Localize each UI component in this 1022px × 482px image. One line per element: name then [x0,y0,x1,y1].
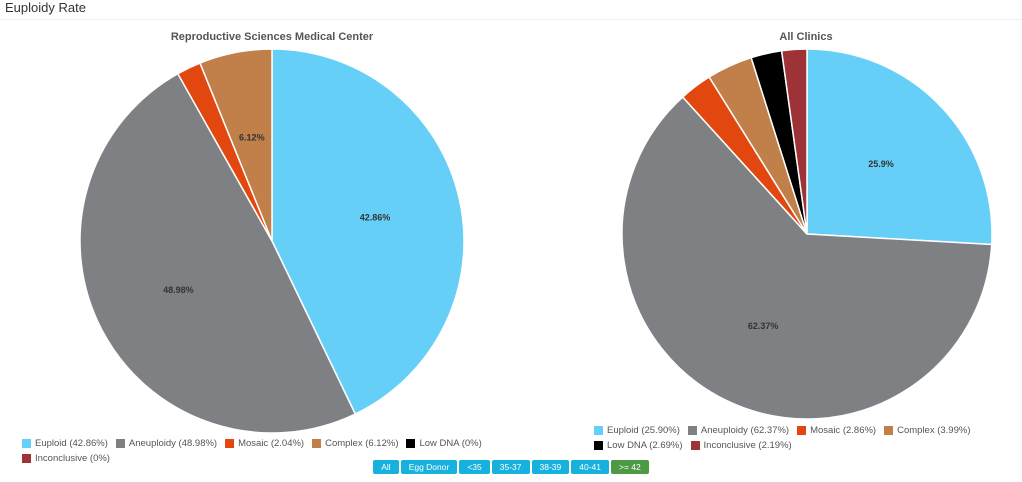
slice-data-label: 62.37% [748,321,779,331]
pie-slice-euploid[interactable] [806,48,993,246]
filter-button-egg-donor[interactable]: Egg Donor [400,460,458,474]
age-filter-bar: All Egg Donor <35 35-37 38-39 40-41 >= 42 [0,460,1022,474]
legend-swatch [22,439,31,448]
legend-label: Inconclusive (0%) [35,453,110,464]
pie-chart-clinic: 42.86% 48.98% 6.12% [79,48,465,434]
legend-item-aneuploidy[interactable]: Aneuploidy (62.37%) [687,425,790,436]
slice-data-label: 25.9% [868,159,894,169]
legend-label: Inconclusive (2.19%) [703,440,792,451]
legend-all-clinics: Euploid (25.90%) Aneuploidy (62.37%) Mosai… [594,425,1019,451]
legend-item-inconclusive[interactable]: Inconclusive (2.19%) [690,440,792,451]
filter-button-42[interactable]: >= 42 [611,460,649,474]
legend-item-euploid[interactable]: Euploid (25.90%) [594,425,680,436]
legend-label: Mosaic (2.04%) [238,438,305,449]
legend-clinic: Euploid (42.86%) Aneuploidy (48.98%) Mosai… [22,438,582,464]
legend-label: Aneuploidy (48.98%) [128,438,218,449]
legend-label: Low DNA (0%) [419,438,482,449]
slice-data-label: 42.86% [360,213,391,223]
pie-slice-aneuploidy[interactable] [79,72,357,434]
legend-swatch [225,439,235,448]
slice-data-label: 48.98% [163,285,194,295]
legend-label: Euploid (25.90%) [607,425,680,436]
pie-slice-aneuploidy[interactable] [621,95,993,420]
filter-button-40-41[interactable]: 40-41 [571,460,609,474]
legend-item-mosaic[interactable]: Mosaic (2.04%) [225,438,304,449]
legend-label: Complex (6.12%) [325,438,399,449]
filter-button-38-39[interactable]: 38-39 [531,460,570,474]
filter-button-35[interactable]: <35 [459,460,490,474]
legend-swatch [594,441,603,450]
legend-label: Aneuploidy (62.37%) [700,425,790,436]
legend-label: Euploid (42.86%) [35,438,108,449]
legend-swatch [115,439,125,448]
slice-data-label: 6.12% [239,132,265,142]
legend-swatch [797,426,807,435]
chart-title-all-clinics: All Clinics [779,31,833,43]
chart-title-clinic: Reproductive Sciences Medical Center [170,31,374,43]
page-title: Euploidy Rate [5,0,86,15]
filter-button-35-37[interactable]: 35-37 [491,460,530,474]
legend-label: Low DNA (2.69%) [607,440,683,451]
legend-item-complex[interactable]: Complex (3.99%) [884,425,970,436]
pie-slice-inconclusive[interactable] [780,48,808,235]
legend-item-low-dna[interactable]: Low DNA (2.69%) [594,440,683,451]
legend-swatch [884,426,894,435]
title-divider [0,19,1022,20]
legend-swatch [594,426,603,435]
legend-item-euploid[interactable]: Euploid (42.86%) [22,438,108,449]
legend-swatch [687,426,697,435]
legend-item-inconclusive[interactable]: Inconclusive (0%) [22,453,110,464]
legend-item-complex[interactable]: Complex (6.12%) [312,438,398,449]
pie-slice-complex[interactable] [198,48,273,242]
legend-item-low-dna[interactable]: Low DNA (0%) [406,438,482,449]
pie-chart-all-clinics: 25.9% 62.37% [621,48,993,420]
filter-button-all[interactable]: All [373,460,399,474]
legend-swatch [312,439,322,448]
legend-swatch [22,454,31,463]
legend-swatch [406,439,416,448]
legend-label: Mosaic (2.86%) [810,425,877,436]
legend-item-mosaic[interactable]: Mosaic (2.86%) [797,425,876,436]
legend-swatch [690,441,700,450]
legend-label: Complex (3.99%) [897,425,971,436]
pie-slice-euploid[interactable] [271,48,465,416]
legend-item-aneuploidy[interactable]: Aneuploidy (48.98%) [115,438,218,449]
